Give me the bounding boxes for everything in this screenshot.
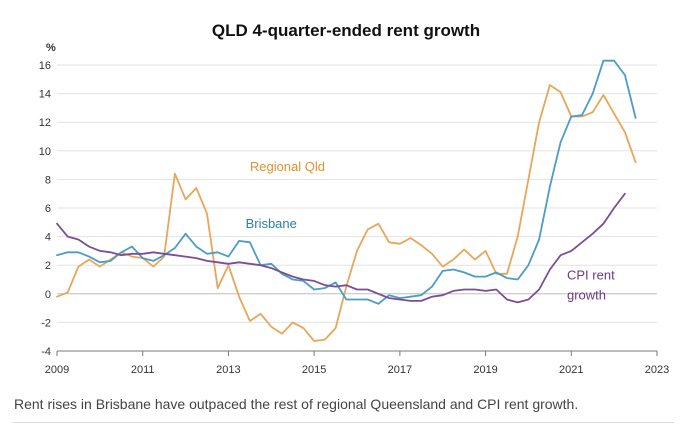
divider (12, 422, 674, 423)
y-axis-label: % (46, 42, 56, 54)
x-tick-label: 2013 (216, 364, 240, 376)
series-annotation: CPI rent (567, 268, 615, 283)
x-tick-label: 2011 (131, 364, 155, 376)
x-tick-label: 2009 (45, 364, 69, 376)
y-tick-label: -2 (41, 317, 51, 329)
y-tick-label: 12 (39, 117, 51, 129)
chart-title: QLD 4-quarter-ended rent growth (212, 21, 480, 40)
line-chart: QLD 4-quarter-ended rent growth % -4 -2 0 2… (39, 21, 669, 376)
y-tick-label: 10 (39, 146, 51, 158)
y-tick-label: 8 (45, 174, 51, 186)
y-tick-label: 2 (45, 260, 51, 272)
x-tick-label: 2015 (302, 364, 326, 376)
x-tick-label: 2017 (388, 364, 412, 376)
x-tick-label: 2019 (473, 364, 497, 376)
x-tick-label: 2023 (645, 364, 669, 376)
y-tick-label: 4 (45, 232, 51, 244)
figure-caption: Rent rises in Brisbane have outpaced the… (14, 396, 579, 412)
x-tick-label: 2021 (559, 364, 583, 376)
y-tick-label: 6 (45, 203, 51, 215)
series-annotation: Regional Qld (250, 159, 325, 174)
y-tick-label: -4 (41, 346, 51, 358)
series-annotation: Brisbane (246, 216, 297, 231)
y-tick-label: 14 (39, 89, 51, 101)
series-line-regional-qld (56, 84, 637, 342)
chart-area: QLD 4-quarter-ended rent growth % -4 -2 0 2… (39, 21, 669, 376)
y-tick-label: 16 (39, 60, 51, 72)
series-line-cpi-rent-growth (56, 192, 626, 304)
series-line-brisbane (56, 59, 637, 305)
y-tick-label: 0 (45, 289, 51, 301)
series-annotation: growth (567, 288, 606, 303)
